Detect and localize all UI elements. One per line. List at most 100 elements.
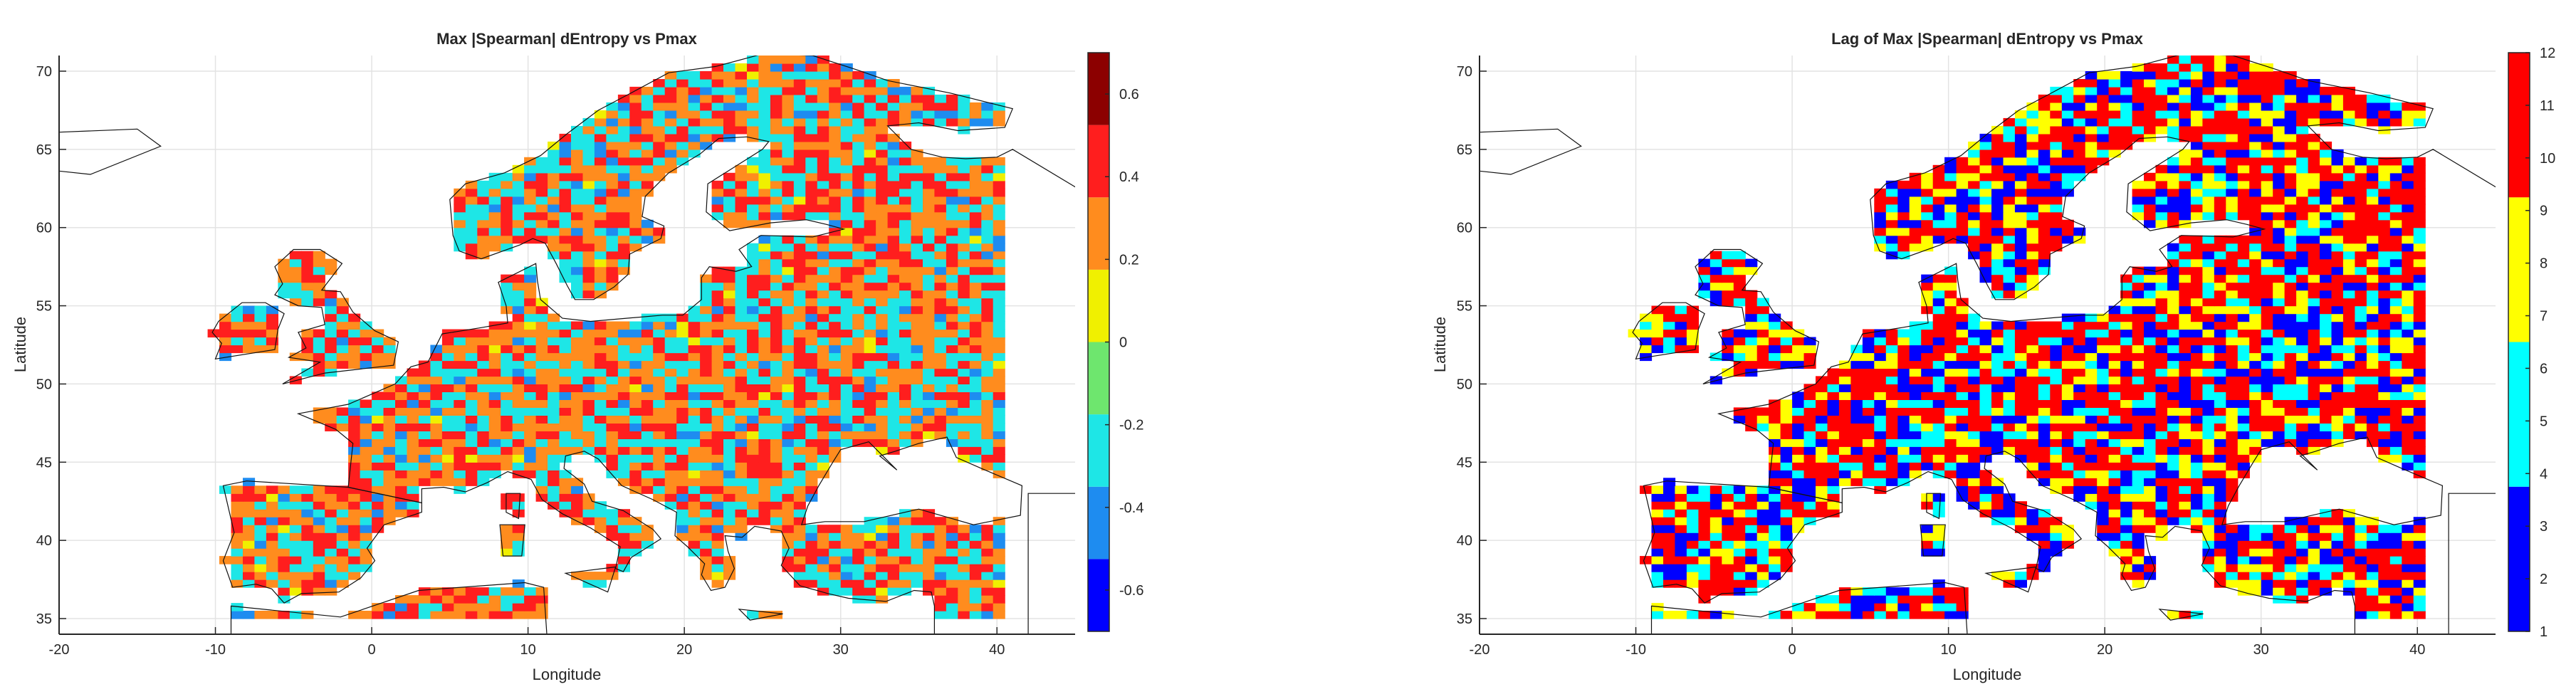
heatmap-cell [2413,305,2426,315]
heatmap-cell [559,157,572,166]
heatmap-cell [2402,603,2414,611]
heatmap-cell [923,172,936,182]
heatmap-cell [653,345,666,354]
heatmap-cell [981,235,994,244]
heatmap-cell [477,603,490,611]
heatmap-cell [289,298,302,307]
heatmap-cell [2320,415,2332,424]
heatmap-cell [911,94,923,103]
heatmap-cell [2378,337,2391,346]
heatmap-cell [688,493,701,502]
heatmap-cell [1897,454,1910,463]
heatmap-cell [2202,360,2215,369]
heatmap-cell [711,110,724,119]
heatmap-cell [735,384,748,392]
heatmap-cell [430,407,443,416]
heatmap-cell [1756,313,1769,322]
heatmap-cell [700,360,713,369]
heatmap-cell [360,462,372,471]
heatmap-cell [266,564,278,572]
heatmap-cell [782,540,795,549]
heatmap-cell [969,556,982,564]
heatmap-cell [2132,446,2145,455]
heatmap-cell [594,329,607,338]
heatmap-cell [782,407,795,416]
heatmap-cell [2120,360,2133,369]
heatmap-cell [852,423,865,431]
heatmap-cell [899,258,912,268]
x-tick-label: 0 [368,642,376,658]
heatmap-cell [2214,329,2226,338]
heatmap-cell [688,313,701,322]
heatmap-cell [1921,415,1934,424]
heatmap-cell [829,243,842,252]
heatmap-cell [488,399,501,408]
heatmap-cell [512,446,525,455]
heatmap-cell [372,438,384,447]
heatmap-cell [805,470,818,478]
heatmap-cell [911,368,923,377]
heatmap-cell [829,313,842,322]
heatmap-cell [629,384,642,392]
heatmap-cell [1686,532,1699,541]
heatmap-cell [876,321,889,330]
heatmap-cell [559,431,572,439]
heatmap-cell [981,540,994,549]
heatmap-cell [2378,368,2391,377]
heatmap-cell [2085,470,2098,478]
heatmap-cell [2050,525,2063,533]
heatmap-cell [617,345,630,354]
heatmap-cell [899,305,912,315]
heatmap-cell [512,431,525,439]
heatmap-cell [711,79,724,88]
heatmap-cell [735,360,748,369]
heatmap-cell [407,470,419,478]
heatmap-cell [653,337,666,346]
heatmap-cell [676,525,689,533]
heatmap-cell [465,384,478,392]
heatmap-cell [864,532,876,541]
heatmap-cell [1909,438,1922,447]
heatmap-cell [629,243,642,252]
heatmap-cell [641,423,654,431]
heatmap-cell [2366,540,2379,549]
heatmap-cell [664,391,677,400]
heatmap-cell [2237,431,2250,439]
heatmap-cell [805,572,818,580]
heatmap-cell [571,509,584,517]
heatmap-cell [2073,446,2086,455]
heatmap-cell [289,572,302,580]
heatmap-cell [735,290,748,299]
heatmap-cell [969,204,982,213]
heatmap-cell [840,399,853,408]
heatmap-cell [2167,509,2180,517]
heatmap-cell [1651,572,1664,580]
heatmap-cell [723,305,736,315]
heatmap-cell [594,196,607,205]
heatmap-cell [817,572,829,580]
heatmap-cell [805,384,818,392]
heatmap-cell [1932,298,1945,307]
chart-title: Lag of Max |Spearman| dEntropy vs Pmax [1831,30,2144,48]
heatmap-cell [1991,446,2004,455]
heatmap-cell [2378,540,2391,549]
heatmap-cell [723,117,736,127]
heatmap-cell [571,415,584,424]
heatmap-cell [817,391,829,400]
heatmap-cell [2342,423,2355,431]
heatmap-cell [2202,532,2215,541]
heatmap-cell [829,352,842,362]
heatmap-cell [911,196,923,205]
heatmap-cell [2155,423,2168,431]
heatmap-cell [934,376,947,384]
heatmap-cell [1675,345,1687,354]
heatmap-cell [2155,407,2168,416]
heatmap-cell [2273,321,2286,330]
heatmap-cell [372,470,384,478]
heatmap-cell [923,180,936,189]
heatmap-cell [2296,258,2309,268]
heatmap-cell [2132,470,2145,478]
heatmap-cell [2097,313,2110,322]
heatmap-cell [1968,501,1981,510]
heatmap-cell [418,399,431,408]
